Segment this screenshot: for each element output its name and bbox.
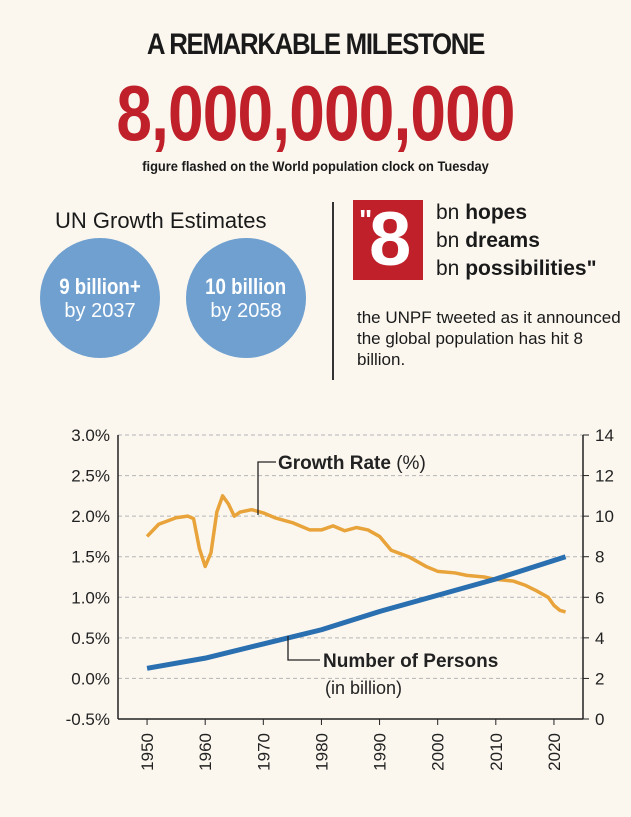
right-tick-label: 14	[595, 426, 614, 445]
left-tick-label: 3.0%	[71, 426, 110, 445]
quote-open-mark: "	[359, 204, 373, 235]
x-tick-label: 1960	[196, 733, 215, 771]
quote-suffix: "	[586, 257, 597, 280]
estimate-bubble-2037: 9 billion+ by 2037	[40, 238, 160, 358]
number-of-persons-unit: (in billion)	[325, 678, 402, 698]
number-of-persons-label: Number of Persons	[323, 651, 498, 672]
left-tick-label: -0.5%	[66, 710, 110, 729]
left-tick-label: 0.0%	[71, 669, 110, 688]
quote-line-dreams: bn dreams	[436, 229, 540, 253]
x-tick-label: 1990	[371, 733, 390, 771]
quote-word: hopes	[465, 201, 528, 224]
quote-caption: the UNPF tweeted as it announced the glo…	[357, 308, 621, 369]
right-tick-label: 10	[595, 507, 614, 526]
quote-line-possibilities: bn possibilities"	[436, 257, 597, 281]
left-tick-label: 2.0%	[71, 507, 110, 526]
x-tick-label: 2010	[487, 733, 506, 771]
quote-number-box: " 8	[353, 200, 423, 280]
quote-prefix: bn	[436, 229, 460, 252]
left-tick-label: 0.5%	[71, 629, 110, 648]
estimate-year: by 2037	[64, 299, 136, 322]
big-number: 8,000,000,000	[116, 69, 515, 157]
right-tick-label: 0	[595, 710, 604, 729]
number-of-persons-line	[146, 554, 567, 671]
growth-rate-label: Growth Rate (%)	[278, 453, 426, 474]
growth-rate-label-text: Growth Rate	[278, 453, 396, 474]
right-tick-label: 12	[595, 467, 614, 486]
x-tick-label: 1980	[312, 733, 331, 771]
right-tick-label: 8	[595, 548, 604, 567]
quote-prefix: bn	[436, 201, 460, 224]
estimate-value: 9 billion+	[59, 273, 141, 299]
left-tick-label: 1.0%	[71, 588, 110, 607]
estimate-year: by 2058	[210, 299, 282, 322]
right-tick-label: 2	[595, 669, 604, 688]
x-tick-label: 2020	[545, 733, 564, 771]
left-tick-label: 1.5%	[71, 548, 110, 567]
growth-rate-line	[145, 494, 567, 614]
number-of-persons-leader	[287, 636, 320, 661]
x-tick-label: 1950	[138, 733, 157, 771]
growth-rate-leader	[257, 461, 276, 515]
estimates-title: UN Growth Estimates	[55, 208, 267, 233]
quote-line-hopes: bn hopes	[436, 201, 527, 225]
vertical-divider	[332, 202, 334, 380]
subtitle: figure flashed on the World population c…	[142, 158, 489, 174]
estimate-bubble-2058: 10 billion by 2058	[186, 238, 306, 358]
x-tick-label: 2000	[429, 733, 448, 771]
x-tick-label: 1970	[254, 733, 273, 771]
quote-word: possibilities	[465, 257, 587, 280]
headline: A REMARKABLE MILESTONE	[146, 28, 485, 61]
growth-rate-label-unit: (%)	[396, 453, 426, 474]
left-tick-label: 2.5%	[71, 467, 110, 486]
quote-prefix: bn	[436, 257, 460, 280]
right-tick-label: 4	[595, 629, 604, 648]
quote-number: 8	[369, 197, 412, 282]
quote-word: dreams	[465, 229, 540, 252]
estimate-value: 10 billion	[205, 273, 287, 299]
right-tick-label: 6	[595, 588, 604, 607]
